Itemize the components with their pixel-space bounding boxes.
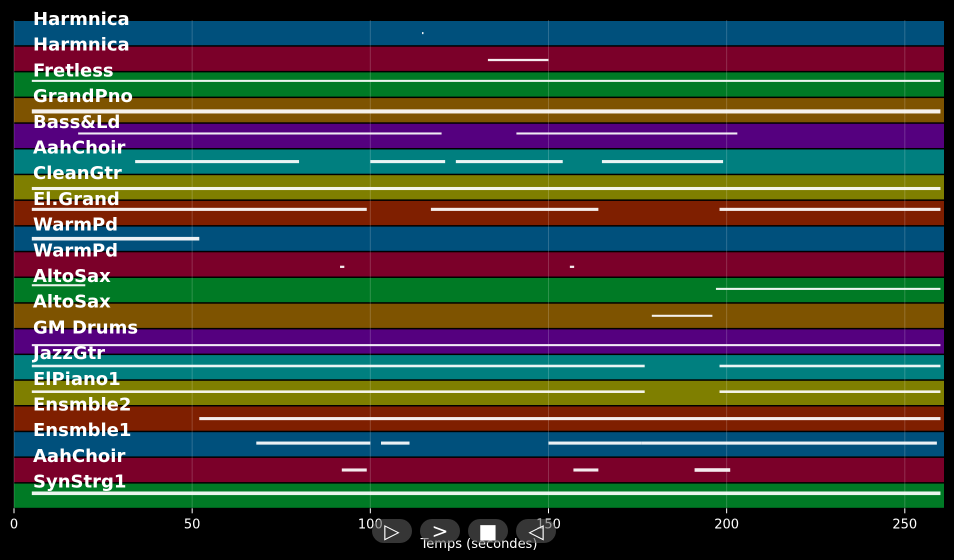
note-mark [31, 491, 941, 496]
track-label: Ensmble2 [33, 395, 131, 416]
note-mark [719, 207, 941, 211]
note-mark [719, 364, 941, 368]
playback-controls: ▷ > ■ ◁ [372, 519, 558, 543]
x-tick-label: 250 [892, 517, 917, 532]
note-mark [455, 160, 563, 164]
track-label: Bass&Ld [33, 112, 120, 133]
note-mark [715, 287, 941, 290]
note-mark [601, 160, 724, 164]
track-labels: Harmnica Harmnica Fretless GrandPno Bass&Ld A… [31, 9, 138, 493]
track-label: Harmnica [33, 9, 130, 30]
note-mark [569, 265, 575, 268]
track-label: El.Grand [33, 189, 120, 210]
x-tick-label: 0 [10, 517, 18, 532]
note-mark [135, 160, 300, 164]
track-label: CleanGtr [33, 163, 122, 184]
play-icon: ▷ [384, 519, 400, 543]
note-mark [370, 160, 446, 164]
track-label: AahChoir [33, 446, 125, 467]
note-mark [199, 417, 941, 421]
track-label: JazzGtr [31, 343, 105, 364]
note-mark [31, 344, 941, 347]
grid-lines [13, 20, 906, 509]
note-mark [381, 441, 410, 445]
note-mark [516, 132, 738, 135]
track-label: ElPiano1 [33, 369, 121, 390]
note-mark [31, 284, 86, 287]
track-lanes [14, 21, 944, 508]
track-lane [14, 278, 944, 303]
note-mark [31, 364, 645, 368]
track-lane [14, 329, 944, 354]
track-label: GrandPno [33, 86, 133, 107]
chevron-right-icon: > [431, 519, 449, 543]
track-lane [14, 46, 944, 71]
track-lane [14, 457, 944, 483]
track-lane [14, 200, 944, 226]
stop-button[interactable]: ■ [468, 519, 508, 543]
rewind-icon: ◁ [528, 519, 544, 543]
note-mark [487, 58, 549, 62]
track-label: AltoSax [33, 292, 111, 313]
note-mark [651, 314, 713, 317]
next-button[interactable]: > [420, 519, 460, 543]
note-mark [31, 79, 941, 82]
note-mark [341, 468, 367, 472]
note-mark [573, 468, 599, 472]
track-lane [14, 21, 944, 46]
back-button[interactable]: ◁ [516, 519, 556, 543]
note-mark [31, 186, 941, 191]
note-mark [256, 441, 371, 445]
track-lane [14, 303, 944, 328]
track-label: GM Drums [33, 317, 138, 338]
track-label: SynStrg1 [33, 472, 126, 493]
x-tick-label: 200 [714, 517, 739, 532]
track-label: AahChoir [33, 138, 125, 159]
x-tick-label: 50 [184, 517, 201, 532]
track-label: Ensmble1 [33, 420, 131, 441]
track-label: Fretless [33, 60, 114, 81]
stop-icon: ■ [478, 519, 498, 543]
track-label: AltoSax [33, 266, 111, 287]
note-mark [31, 236, 200, 241]
track-label: Harmnica [33, 35, 130, 56]
note-mark [31, 390, 645, 393]
track-lane [14, 483, 944, 508]
track-label: WarmPd [33, 240, 118, 261]
track-lane [14, 123, 944, 148]
note-mark [340, 265, 345, 268]
note-mark [78, 132, 442, 135]
note-mark [548, 441, 642, 445]
track-lane [14, 72, 944, 97]
track-lane [14, 252, 944, 277]
note-mark [430, 207, 599, 211]
note-mark [31, 207, 367, 211]
play-button[interactable]: ▷ [372, 519, 412, 543]
note-mark [421, 32, 424, 35]
note-mark [719, 390, 941, 393]
track-label: WarmPd [33, 215, 118, 236]
note-mark [31, 109, 941, 114]
note-mark [694, 468, 731, 472]
note-mark [641, 441, 937, 445]
note-marks [31, 32, 941, 496]
